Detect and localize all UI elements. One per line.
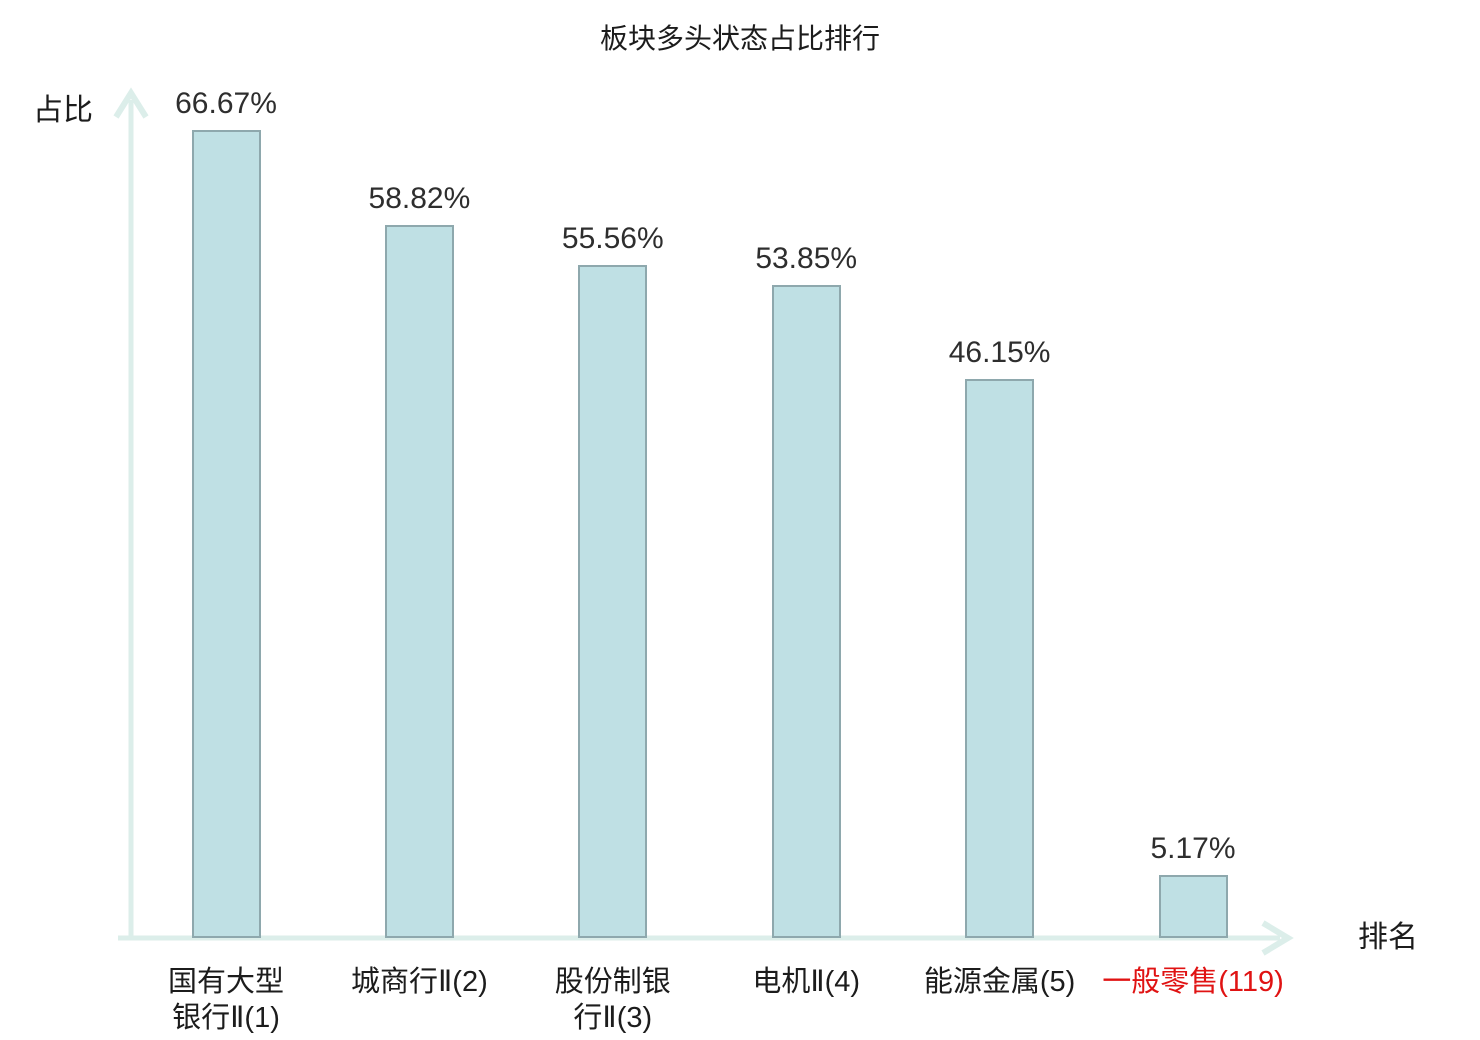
bar-category-label-line: 一般零售(119)	[1102, 966, 1284, 998]
x-axis-arrowhead-icon	[1261, 920, 1294, 956]
bar-value-label: 55.56%	[561, 222, 664, 255]
bar-category-label-line: 城商行Ⅱ(2)	[351, 966, 488, 998]
bar-category-label-line: 股份制银	[554, 966, 671, 998]
bar-category-label: 股份制银行Ⅱ(3)	[555, 964, 671, 1036]
bar-category-label: 城商行Ⅱ(2)	[351, 964, 488, 1000]
y-axis-arrowhead-icon	[113, 87, 149, 119]
x-axis-label: 排名	[1358, 921, 1418, 954]
bar-value-label: 58.82%	[368, 182, 471, 215]
chart-title: 板块多头状态占比排行	[599, 23, 880, 54]
bar	[191, 130, 261, 938]
y-axis-label: 占比	[33, 94, 93, 127]
bar-category-label-line: 电机Ⅱ(4)	[752, 966, 861, 998]
bar	[771, 285, 841, 938]
bar-value-label: 66.67%	[175, 87, 277, 120]
bar-category-label-line: 行Ⅱ(3)	[573, 1002, 653, 1034]
bar-category-label: 国有大型银行Ⅱ(1)	[168, 964, 284, 1036]
bar	[1158, 875, 1228, 938]
bar-value-label: 5.17%	[1150, 832, 1236, 865]
bar	[384, 225, 454, 938]
bar-value-label: 53.85%	[755, 242, 858, 275]
bar-category-label: 能源金属(5)	[924, 964, 1075, 1000]
bar-category-label: 一般零售(119)	[1102, 964, 1284, 1000]
bar	[578, 265, 648, 938]
bar-category-label-line: 国有大型	[167, 966, 285, 998]
bar	[965, 379, 1035, 938]
bar-value-label: 46.15%	[948, 336, 1051, 369]
bar-category-label: 电机Ⅱ(4)	[752, 964, 860, 1000]
bar-category-label-line: 能源金属(5)	[923, 966, 1076, 998]
bar-category-label-line: 银行Ⅱ(1)	[172, 1002, 280, 1034]
